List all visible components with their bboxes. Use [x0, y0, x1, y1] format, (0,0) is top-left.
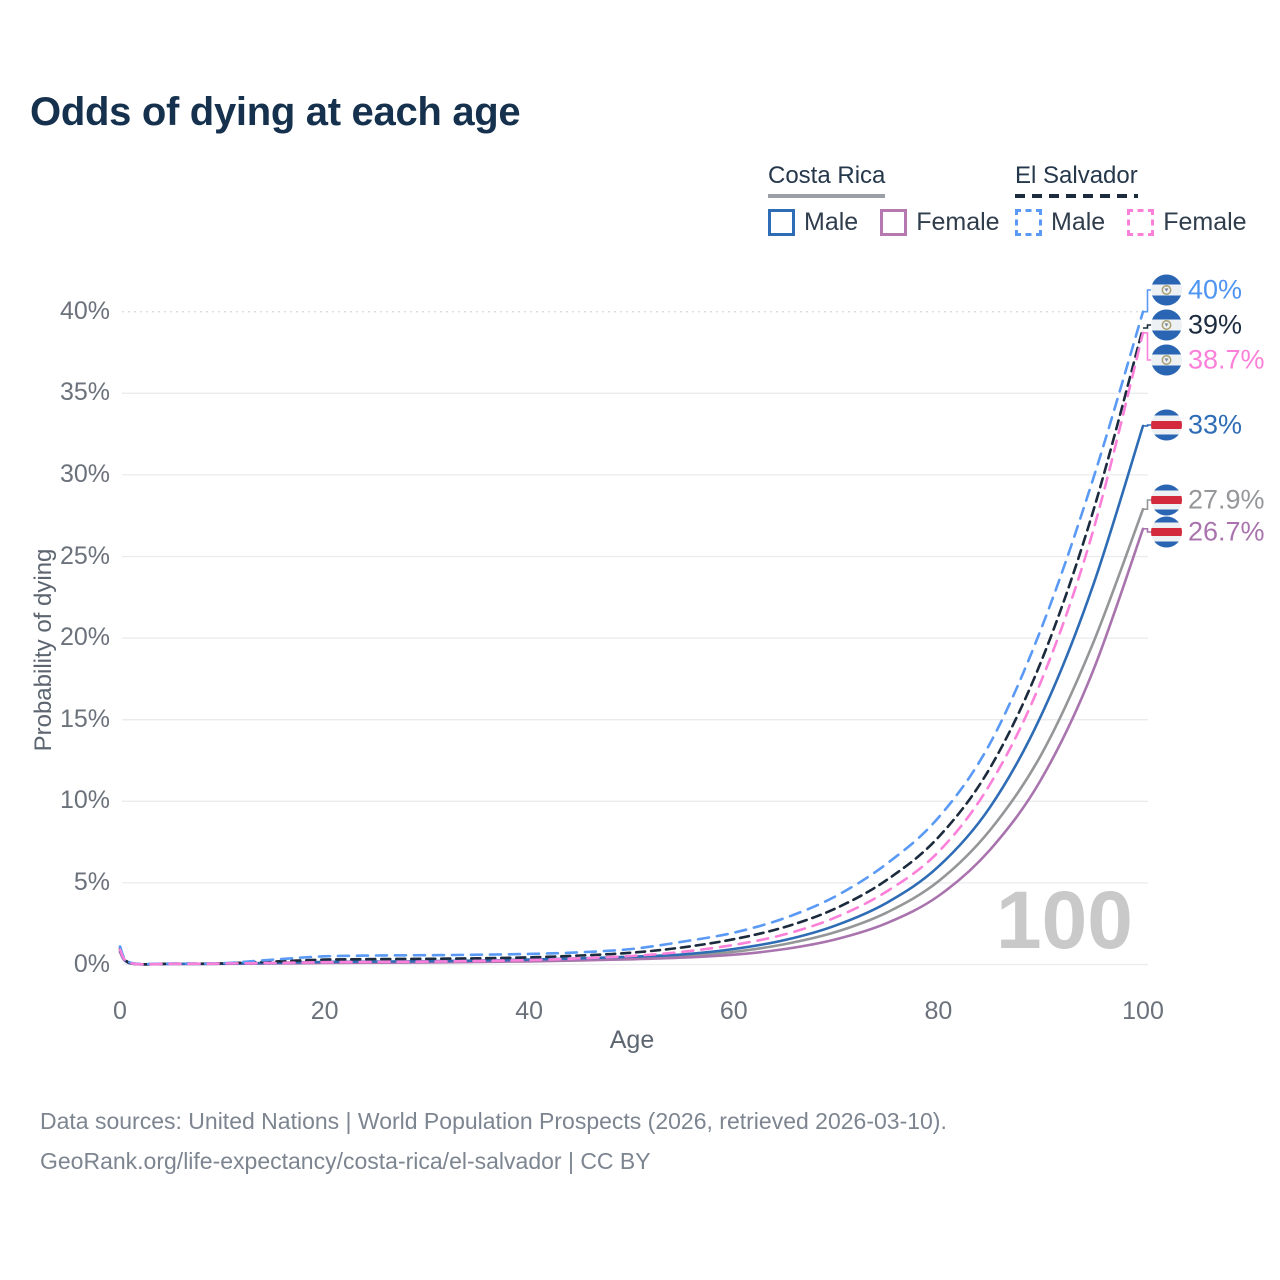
- x-tick-80: 80: [924, 997, 953, 1025]
- y-tick-30: 30%: [59, 459, 110, 488]
- series-line-costa-rica-male: [118, 424, 1145, 966]
- label-connector: [1143, 424, 1151, 427]
- legend-label-costa-rica-female[interactable]: Female: [916, 208, 1000, 236]
- series-line-costa-rica-both: [118, 507, 1145, 966]
- legend-swatch-el-salvador-female[interactable]: [1127, 209, 1155, 236]
- legend-title-el-salvador-text: El Salvador: [1015, 162, 1138, 189]
- x-tick-60: 60: [719, 997, 748, 1025]
- endpoint-label-costa-rica-female: 26.7%: [1151, 516, 1265, 548]
- legend-title-costa-rica-text: Costa Rica: [768, 162, 886, 189]
- age-watermark: 100: [996, 875, 1133, 966]
- flag-costa-rica-icon: [1151, 516, 1182, 548]
- y-tick-40: 40%: [59, 296, 110, 325]
- flag-costa-rica-icon: [1151, 484, 1182, 516]
- y-tick-0: 0%: [73, 949, 110, 978]
- endpoint-label-el-salvador-male: 40%: [1151, 274, 1243, 306]
- endpoint-value: 26.7%: [1188, 516, 1265, 547]
- legend-title-costa-rica: Costa Rica: [768, 162, 886, 198]
- x-tick-100: 100: [1122, 997, 1164, 1025]
- page-title: Odds of dying at each age: [30, 90, 521, 134]
- legend-swatch-el-salvador-male[interactable]: [1015, 209, 1042, 236]
- y-tick-25: 25%: [59, 541, 110, 570]
- legend-group-el-salvador: El Salvador Male Female: [1015, 162, 1269, 237]
- label-connector: [1143, 324, 1151, 329]
- flag-el-salvador-icon: [1151, 309, 1182, 341]
- label-connector: [1143, 527, 1151, 533]
- series-line-el-salvador-female: [118, 331, 1145, 966]
- series-line-el-salvador-male: [118, 310, 1145, 966]
- endpoint-label-costa-rica-both: 27.9%: [1151, 484, 1265, 516]
- flag-el-salvador-icon: [1151, 274, 1182, 306]
- x-tick-0: 0: [113, 997, 127, 1025]
- el-salvador-line-sample: [1015, 194, 1138, 198]
- label-connector: [1143, 499, 1151, 511]
- x-axis-title: Age: [609, 1026, 655, 1054]
- legend-title-el-salvador: El Salvador: [1015, 162, 1138, 198]
- costa-rica-line-sample: [768, 194, 886, 198]
- series-line-el-salvador-both: [118, 326, 1145, 966]
- legend-label-el-salvador-male[interactable]: Male: [1051, 208, 1106, 236]
- legend-label-el-salvador-female[interactable]: Female: [1163, 208, 1247, 236]
- y-axis-title: Probability of dying: [30, 548, 57, 752]
- label-connector: [1143, 332, 1151, 361]
- x-tick-40: 40: [515, 997, 544, 1025]
- x-tick-20: 20: [310, 997, 339, 1025]
- endpoint-label-costa-rica-male: 33%: [1151, 409, 1243, 441]
- y-tick-20: 20%: [59, 623, 110, 652]
- endpoint-value: 27.9%: [1188, 484, 1265, 515]
- flag-el-salvador-icon: [1151, 344, 1182, 376]
- series-line-costa-rica-female: [118, 527, 1145, 966]
- y-tick-10: 10%: [59, 786, 110, 815]
- label-connector: [1143, 289, 1151, 313]
- legend-label-costa-rica-male[interactable]: Male: [804, 208, 859, 236]
- flag-costa-rica-icon: [1151, 409, 1182, 441]
- legend-swatch-costa-rica-female[interactable]: [880, 209, 908, 236]
- y-tick-5: 5%: [73, 867, 110, 896]
- legend-swatch-costa-rica-male[interactable]: [768, 209, 795, 236]
- endpoint-label-el-salvador-female: 38.7%: [1151, 344, 1265, 376]
- endpoint-value: 33%: [1188, 409, 1243, 440]
- endpoint-label-el-salvador-both: 39%: [1151, 309, 1243, 341]
- y-tick-35: 35%: [59, 378, 110, 407]
- endpoint-value: 39%: [1188, 309, 1243, 340]
- legend-group-costa-rica: Costa Rica Male Female: [768, 162, 1022, 237]
- footer-sources: Data sources: United Nations | World Pop…: [40, 1108, 947, 1134]
- endpoint-value: 38.7%: [1188, 344, 1265, 375]
- endpoint-value: 40%: [1188, 274, 1243, 305]
- footer-attribution: GeoRank.org/life-expectancy/costa-rica/e…: [40, 1148, 651, 1174]
- y-tick-15: 15%: [59, 704, 110, 733]
